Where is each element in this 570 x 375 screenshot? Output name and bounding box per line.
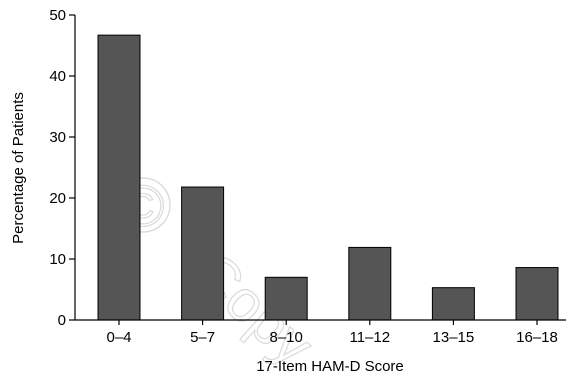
x-tick-label: 8–10 — [270, 329, 303, 346]
x-tick-label: 0–4 — [106, 329, 131, 346]
bar — [431, 287, 475, 321]
bars — [97, 34, 559, 321]
x-tick-label: 5–7 — [190, 329, 215, 346]
y-tick-label: 0 — [58, 312, 66, 329]
y-tick-label: 10 — [49, 251, 66, 268]
x-axis: 0–4 5–7 8–10 11–12 13–15 16–18 — [75, 319, 566, 346]
y-tick-label: 30 — [49, 129, 66, 146]
x-tick-label: 13–15 — [433, 329, 475, 346]
x-tick-label: 11–12 — [349, 329, 390, 346]
y-tick-label: 50 — [49, 7, 66, 24]
bar — [348, 246, 392, 321]
x-axis-label: 17-Item HAM-D Score — [256, 358, 404, 375]
y-tick-label: 40 — [49, 68, 66, 85]
bar — [181, 186, 225, 321]
bar — [515, 267, 559, 321]
x-tick-label: 16–18 — [516, 329, 558, 346]
bar — [264, 276, 308, 321]
y-axis-label: Percentage of Patients — [10, 92, 27, 244]
y-tick-label: 20 — [49, 190, 66, 207]
y-axis: 0 10 20 30 40 50 — [49, 7, 76, 329]
bar — [97, 34, 141, 321]
